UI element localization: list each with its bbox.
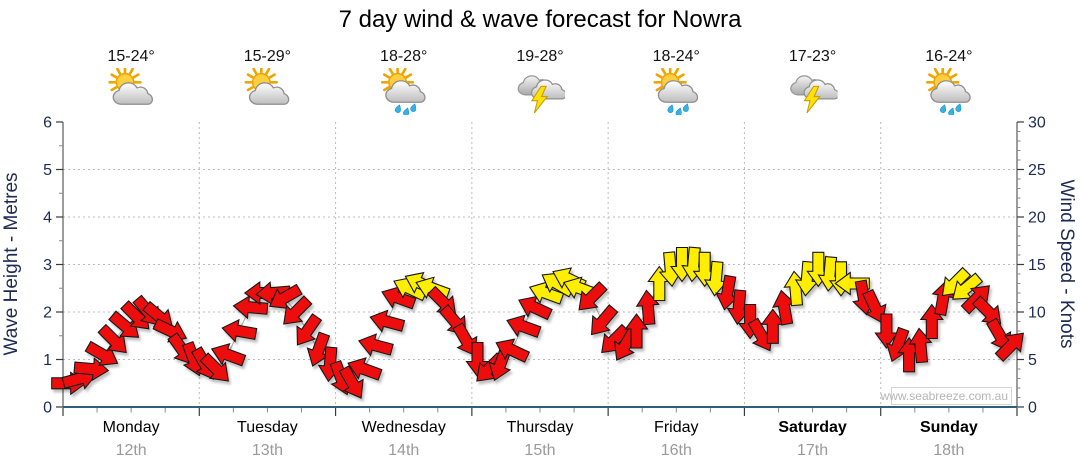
right-tick-label: 30 (1028, 115, 1046, 132)
day-date-label: 15th (524, 442, 555, 459)
day-date-label: 13th (252, 442, 283, 459)
left-tick-label: 3 (43, 257, 52, 274)
wind-arrow (760, 308, 785, 344)
wind-arrow (794, 260, 819, 297)
watermark-box (891, 387, 1012, 405)
wind-arrow (495, 338, 531, 363)
day-name-label: Tuesday (237, 419, 298, 436)
axes (56, 121, 1024, 416)
wind-arrow (952, 272, 984, 300)
day-date-label: 14th (388, 442, 419, 459)
right-tick-label: 25 (1028, 162, 1046, 179)
wind-arrow (518, 295, 553, 321)
wind-arrow (590, 304, 619, 336)
left-tick-label: 2 (43, 305, 52, 322)
temp-range: 18-28° (380, 48, 427, 65)
wind-arrow-series (51, 246, 1024, 399)
weather-icon-sun-cloud (246, 69, 289, 104)
temp-range: 15-29° (244, 48, 291, 65)
left-tick-label: 4 (43, 210, 52, 227)
wind-arrow (357, 333, 394, 357)
left-tick-label: 6 (43, 115, 52, 132)
wind-arrow (624, 313, 649, 349)
wind-arrow (199, 352, 229, 382)
day-date-label: 18th (933, 442, 964, 459)
weather-icon-sun-cloud-rain (927, 69, 970, 117)
wind-arrow (108, 310, 140, 338)
wind-arrow (635, 289, 660, 326)
wind-arrow (528, 281, 565, 305)
right-axis-title: Wind Speed - Knots (1056, 180, 1077, 349)
wind-arrow (347, 357, 383, 381)
wind-arrow (874, 313, 899, 349)
wind-arrow (578, 281, 608, 311)
wind-arrow (296, 313, 323, 346)
day-headers: 15-24° 15-29° 18-28° 19-28° 18-24° 17-23° 16-2… (107, 48, 973, 117)
day-date-label: 16th (661, 442, 692, 459)
wind-arrow (338, 365, 364, 399)
wind-arrow (506, 314, 542, 338)
temp-range: 17-23° (789, 48, 836, 65)
day-date-label: 12th (116, 442, 147, 459)
right-tick-label: 0 (1028, 400, 1037, 417)
left-tick-label: 5 (43, 162, 52, 179)
wind-arrow (772, 289, 796, 326)
day-name-label: Saturday (778, 419, 847, 436)
day-name-label: Monday (103, 419, 160, 436)
wind-arrow (960, 285, 990, 315)
wind-arrow (255, 281, 292, 306)
weather-icon-sun-cloud-rain (382, 69, 425, 117)
page-title: 7 day wind & wave forecast for Nowra (339, 6, 742, 33)
day-name-label: Sunday (920, 419, 978, 436)
day-name-label: Thursday (507, 419, 574, 436)
left-axis-title: Wave Height - Metres (1, 172, 22, 355)
temp-range: 19-28° (516, 48, 563, 65)
weather-icon-storm (791, 76, 839, 113)
right-tick-label: 10 (1028, 305, 1046, 322)
watermark: www.seabreeze.com.au (880, 389, 1008, 403)
left-tick-label: 1 (43, 352, 52, 369)
wind-arrow (268, 283, 303, 309)
weather-icon-sun-cloud-rain (655, 69, 698, 117)
temp-range: 18-24° (653, 48, 700, 65)
day-name-label: Wednesday (362, 419, 446, 436)
weather-icon-storm (518, 76, 566, 113)
wind-arrow (232, 295, 269, 320)
wind-arrow (210, 342, 247, 367)
day-name-label: Friday (654, 419, 698, 436)
right-tick-label: 20 (1028, 210, 1046, 227)
wind-arrow (715, 274, 740, 311)
wind-arrow (306, 331, 331, 367)
right-tick-label: 15 (1028, 257, 1046, 274)
axis-labels: 0 1 2 3 4 5 6 0 5 10 15 20 25 30 Monday 12th Tuesday 13th… (43, 115, 1046, 460)
wind-arrow (994, 332, 1024, 362)
right-tick-label: 5 (1028, 352, 1037, 369)
wind-arrow (381, 285, 417, 310)
wind-arrow (452, 322, 478, 357)
wind-arrow (221, 318, 258, 343)
wind-arrow (369, 309, 406, 333)
left-tick-label: 0 (43, 400, 52, 417)
wind-arrow (985, 317, 1012, 352)
day-date-label: 17th (797, 442, 828, 459)
wind-arrow (97, 323, 127, 354)
wind-arrows (51, 246, 1024, 399)
temp-range: 15-24° (107, 48, 154, 65)
weather-icon-sun-cloud (110, 69, 153, 104)
wind-arrow (283, 295, 313, 325)
wind-arrow (703, 260, 728, 297)
temp-range: 16-24° (925, 48, 972, 65)
wind-arrow (862, 288, 887, 324)
